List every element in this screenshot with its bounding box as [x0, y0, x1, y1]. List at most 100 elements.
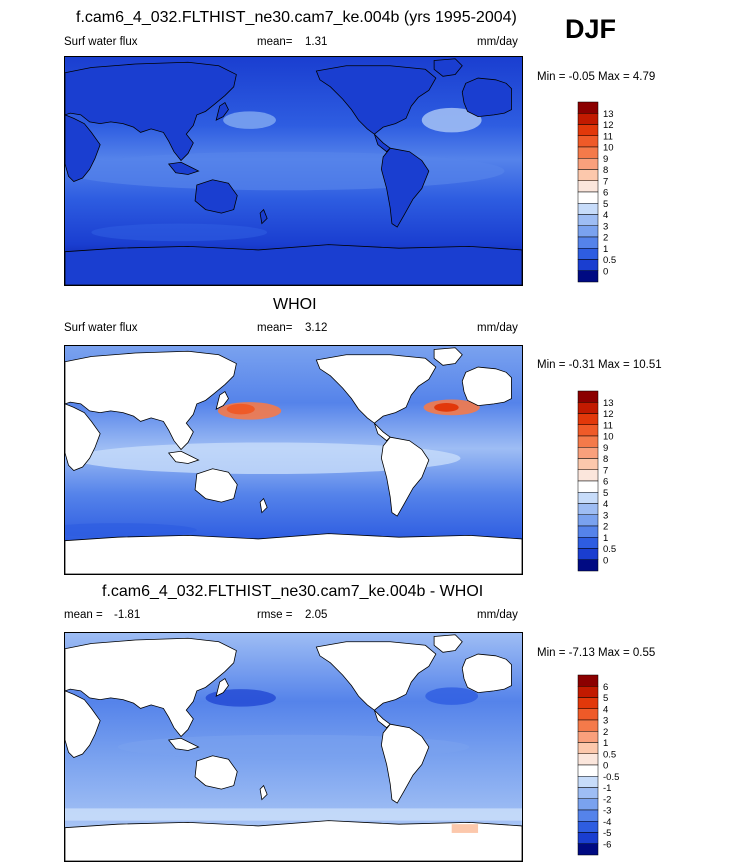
colorbar-tick-label: 10	[603, 432, 614, 443]
colorbar-tick-label: 6	[603, 188, 608, 199]
panel-minmax-obs: Min = -0.31 Max = 10.51	[537, 359, 662, 371]
colorbar-tick-label: 13	[603, 398, 614, 409]
panel-units-model: mm/day	[477, 36, 518, 48]
colorbar-swatch	[577, 809, 599, 822]
colorbar-tick-label: 4	[603, 704, 608, 715]
colorbar-tick-label: 6	[603, 477, 608, 488]
colorbar-tick-label: 6	[603, 682, 608, 693]
map-diff	[64, 632, 523, 862]
colorbar-tick-label: 11	[603, 420, 613, 431]
panel-rmse-label-diff: rmse =	[257, 609, 293, 621]
colorbar-tick-label: 8	[603, 454, 608, 465]
colorbar-swatch	[577, 821, 599, 833]
panel-title-model: f.cam6_4_032.FLTHIST_ne30.cam7_ke.004b (…	[76, 9, 517, 26]
panel-mean-value-diff: -1.81	[114, 609, 141, 621]
colorbar-swatch	[577, 135, 599, 148]
panel-variable-label-model: Surf water flux	[64, 36, 138, 48]
colorbar-tick-label: 0	[603, 266, 608, 277]
colorbar-swatch	[577, 124, 599, 136]
colorbar-tick-label: 12	[603, 120, 614, 131]
colorbar-swatch	[577, 259, 599, 271]
colorbar-tick-label: 0	[603, 555, 608, 566]
colorbar-swatch	[577, 248, 599, 260]
colorbar-swatch	[577, 764, 599, 777]
colorbar-swatch	[577, 113, 599, 125]
colorbar-swatch	[577, 424, 599, 437]
panel-mean-label-obs: mean=	[257, 322, 293, 334]
colorbar-swatch	[577, 843, 599, 856]
colorbar-tick-label: 7	[603, 176, 608, 187]
season-label: DJF	[565, 14, 617, 44]
panel-title-diff: f.cam6_4_032.FLTHIST_ne30.cam7_ke.004b -…	[102, 583, 484, 600]
colorbar-tick-label: 11	[603, 131, 613, 142]
colorbar-swatch	[577, 731, 599, 743]
colorbar-swatch	[577, 787, 599, 799]
colorbar-tick-label: 0.5	[603, 544, 616, 555]
panel-minmax-diff: Min = -7.13 Max = 0.55	[537, 647, 656, 659]
colorbar-tick-label: 2	[603, 727, 608, 738]
colorbar-swatch	[577, 719, 599, 732]
colorbar-tick-label: 3	[603, 510, 608, 521]
colorbar-tick-label: -3	[603, 806, 611, 817]
colorbar-swatch	[577, 559, 599, 572]
colorbar-tick-label: 2	[603, 233, 608, 244]
colorbar-swatch	[577, 214, 599, 226]
colorbar-swatch	[577, 191, 599, 204]
colorbar-swatch	[577, 537, 599, 549]
colorbar-swatch	[577, 146, 599, 159]
colorbar-tick-label: 0.5	[603, 255, 616, 266]
colorbar-tick-label: 13	[603, 109, 614, 120]
colorbar-tick-label: 3	[603, 221, 608, 232]
colorbar-swatch	[577, 169, 599, 181]
colorbar-swatch	[577, 503, 599, 515]
colorbar-tick-label: 9	[603, 443, 608, 454]
colorbar-swatch	[577, 742, 599, 754]
colorbar-swatch	[577, 447, 599, 459]
colorbar-swatch	[577, 674, 599, 687]
colorbar-tick-label: 3	[603, 716, 608, 727]
colorbar-tick-label: 5	[603, 488, 608, 499]
panel-mean-value-obs: 3.12	[305, 322, 328, 334]
colorbar-tick-label: -6	[603, 839, 611, 850]
colorbar-tick-label: 5	[603, 199, 608, 210]
colorbar-tick-label: 0.5	[603, 749, 616, 760]
colorbar-tick-label: 10	[603, 143, 614, 154]
map-obs	[64, 345, 523, 575]
panel-variable-label-obs: Surf water flux	[64, 322, 138, 334]
colorbar-tick-label: 1	[603, 244, 608, 255]
colorbar-swatch	[577, 686, 599, 698]
colorbar-swatch	[577, 776, 599, 788]
colorbar-tick-label: -5	[603, 828, 611, 839]
panel-mean-label-diff: mean =	[64, 609, 103, 621]
colorbar-swatch	[577, 236, 599, 249]
colorbar-swatch	[577, 390, 599, 403]
colorbar-tick-label: 7	[603, 465, 608, 476]
colorbar-tick-label: 1	[603, 738, 608, 749]
colorbar-swatch	[577, 697, 599, 709]
panel-mean-label-model: mean=	[257, 36, 293, 48]
colorbar-swatch	[577, 480, 599, 493]
colorbar-tick-label: 0	[603, 761, 608, 772]
colorbar-swatch	[577, 798, 599, 811]
map-model	[64, 56, 523, 286]
panel-units-diff: mm/day	[477, 609, 518, 621]
colorbar-swatch	[577, 158, 599, 170]
colorbar-tick-label: 1	[603, 533, 608, 544]
colorbar-tick-label: 9	[603, 154, 608, 165]
colorbar-swatch	[577, 270, 599, 283]
colorbar-tick-label: 8	[603, 165, 608, 176]
colorbar-swatch	[577, 101, 599, 114]
colorbar-tick-label: -4	[603, 817, 611, 828]
colorbar-swatch	[577, 203, 599, 215]
colorbar-tick-label: -2	[603, 794, 611, 805]
colorbar-swatch	[577, 525, 599, 538]
colorbar-swatch	[577, 514, 599, 527]
colorbar-swatch	[577, 225, 599, 238]
panel-rmse-value-diff: 2.05	[305, 609, 328, 621]
colorbar-swatch	[577, 458, 599, 470]
colorbar-swatch	[577, 708, 599, 721]
panel-minmax-model: Min = -0.05 Max = 4.79	[537, 71, 656, 83]
